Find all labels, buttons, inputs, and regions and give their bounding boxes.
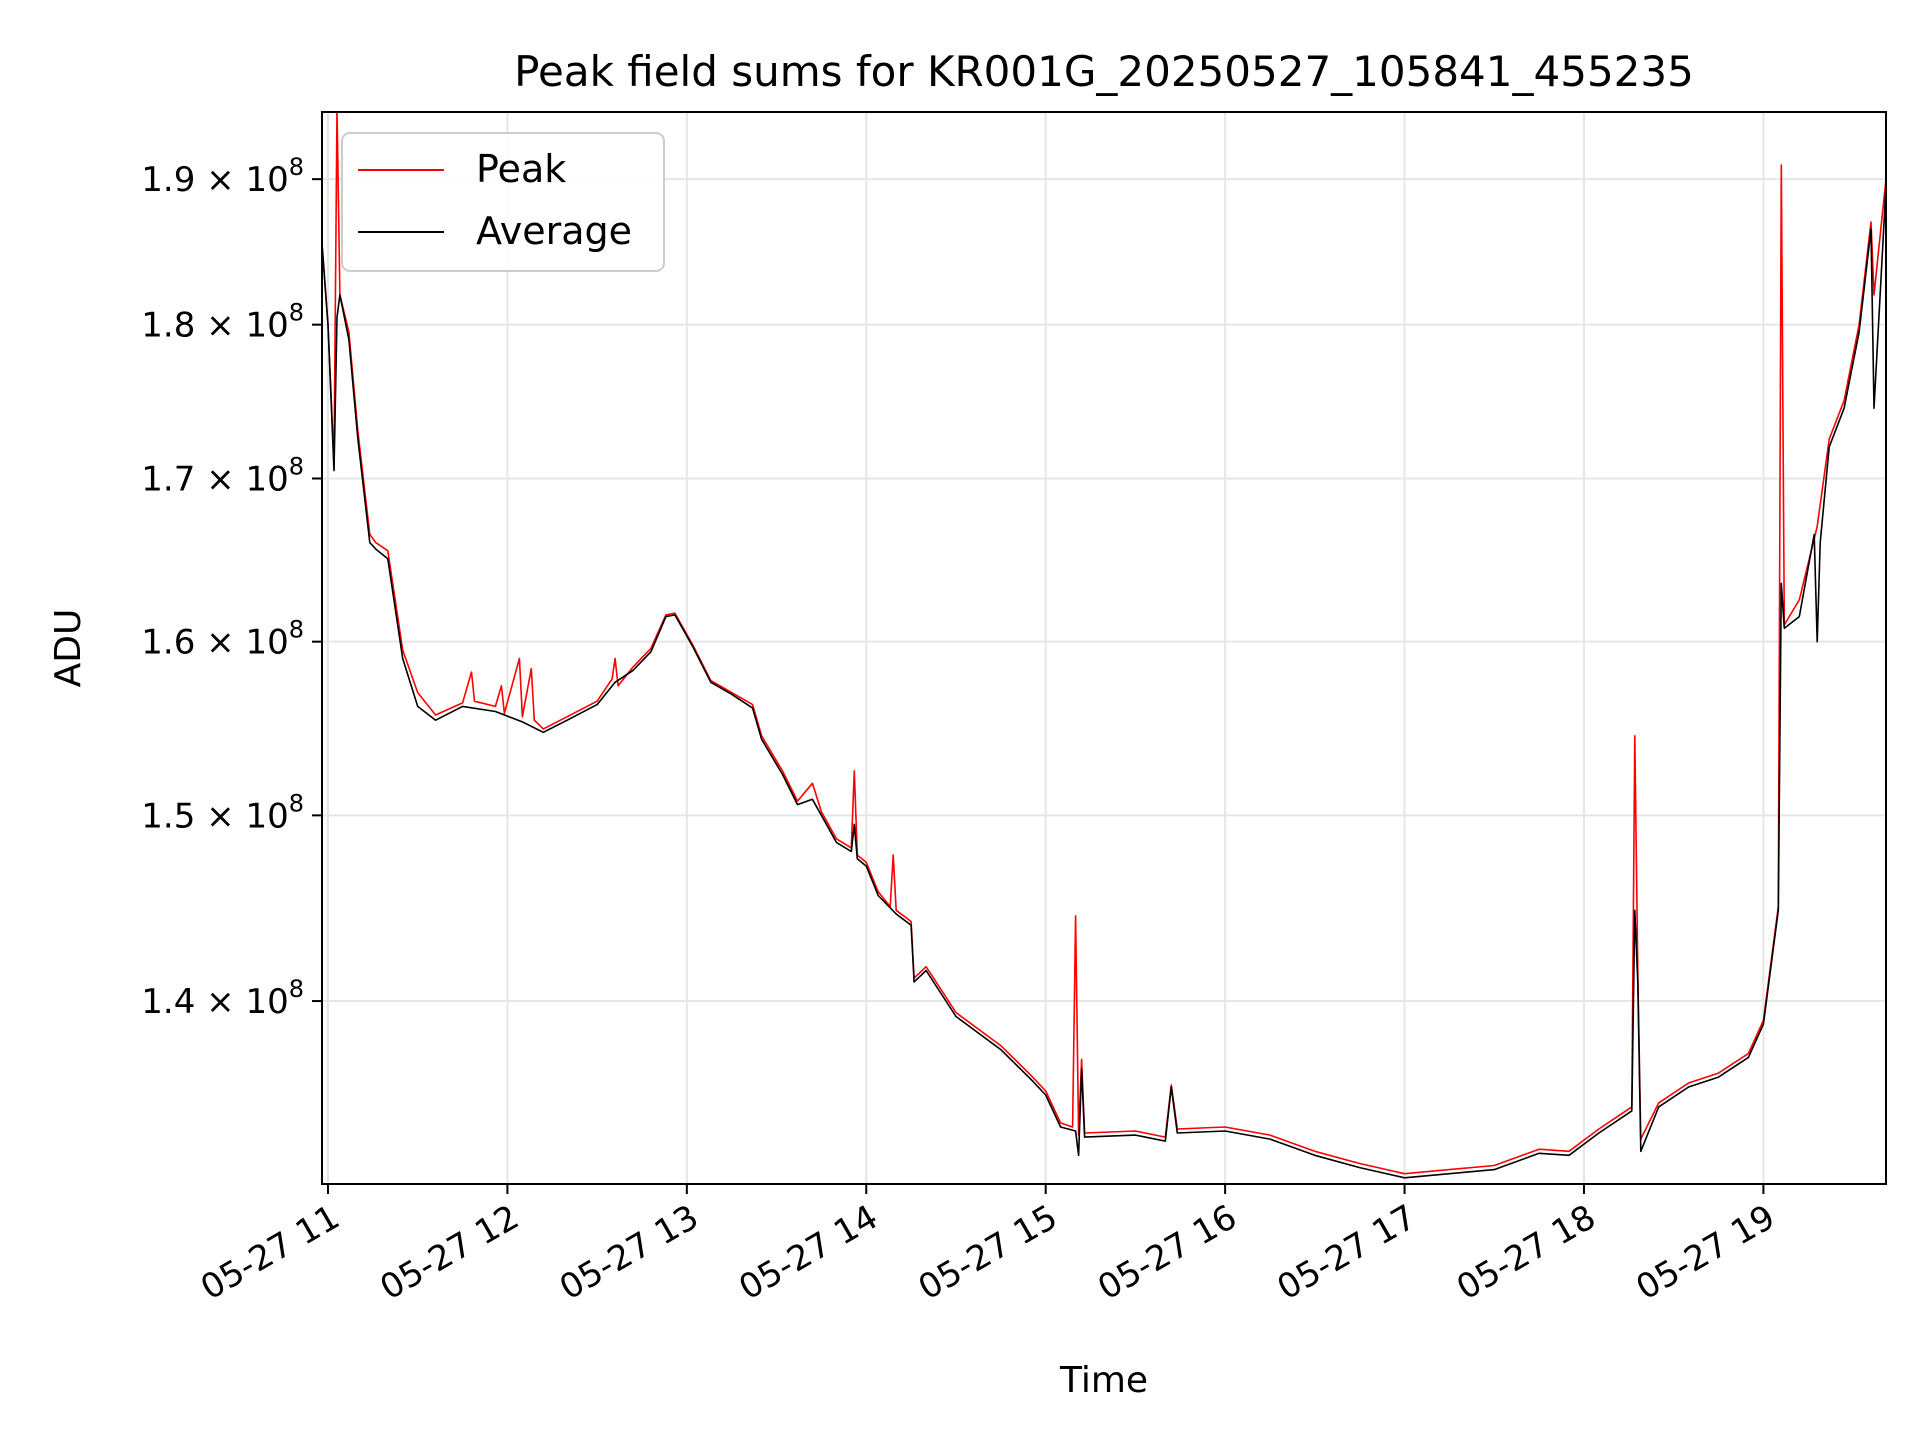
y-tick-mantissa: 1.7 × 10 — [141, 460, 288, 500]
y-tick-mantissa: 1.9 × 10 — [141, 160, 288, 200]
series-line-average — [322, 186, 1886, 1179]
y-axis-label: ADU — [48, 609, 89, 688]
x-axis-label: Time — [1059, 1360, 1148, 1401]
y-tick-mantissa: 1.8 × 10 — [141, 306, 288, 346]
plot-frame — [321, 111, 1887, 1185]
y-tick-exponent: 8 — [289, 453, 304, 481]
y-tick-label: 1.8 × 108 — [141, 299, 304, 346]
legend: Peak Average — [341, 132, 665, 272]
legend-box — [341, 132, 665, 272]
y-tick-mantissa: 1.4 × 10 — [141, 982, 288, 1022]
y-tick-label: 1.6 × 108 — [141, 616, 304, 663]
y-tick-exponent: 8 — [289, 975, 304, 1003]
y-tick-exponent: 8 — [289, 153, 304, 181]
y-tick-label: 1.5 × 108 — [141, 789, 304, 836]
y-tick-exponent: 8 — [289, 299, 304, 327]
chart-title: Peak field sums for KR001G_20250527_1058… — [514, 47, 1694, 96]
y-tick-label: 1.4 × 108 — [141, 975, 304, 1022]
legend-label-average: Average — [476, 209, 632, 253]
y-tick-mantissa: 1.6 × 10 — [141, 623, 288, 663]
y-tick-label: 1.7 × 108 — [141, 453, 304, 500]
y-tick-exponent: 8 — [289, 789, 304, 817]
y-tick-label: 1.9 × 108 — [141, 153, 304, 200]
y-tick-exponent: 8 — [289, 616, 304, 644]
y-tick-mantissa: 1.5 × 10 — [141, 796, 288, 836]
grid — [322, 112, 1886, 1184]
legend-label-peak: Peak — [476, 147, 566, 191]
series-lines — [322, 112, 1886, 1179]
